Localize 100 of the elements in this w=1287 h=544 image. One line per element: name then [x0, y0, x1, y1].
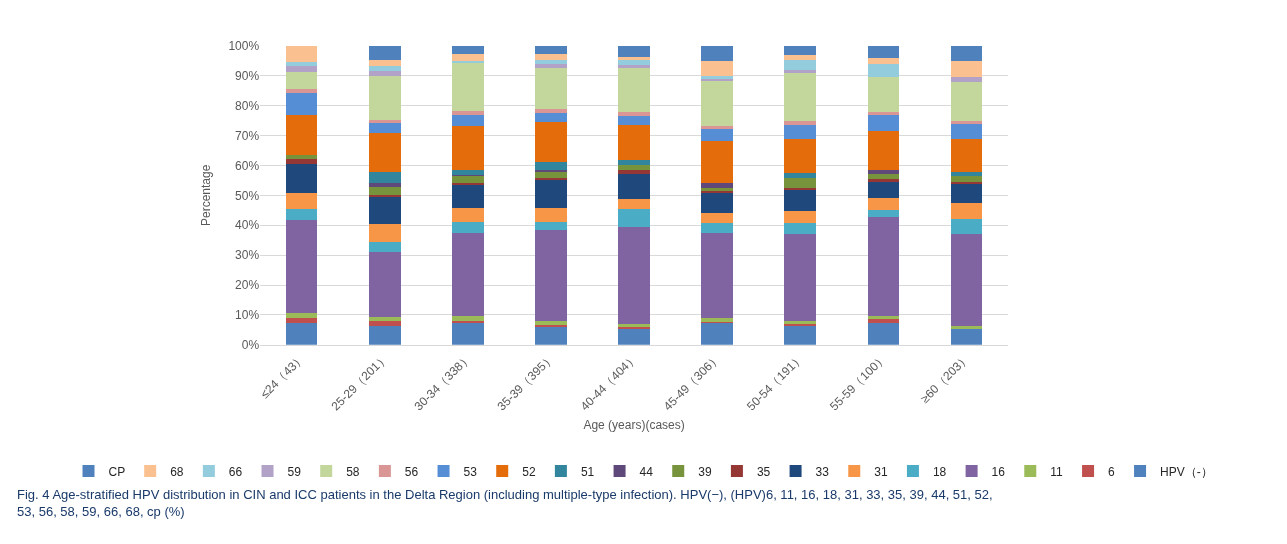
bar	[618, 209, 650, 227]
bar	[950, 176, 983, 183]
bar	[285, 66, 318, 73]
bar	[867, 169, 900, 175]
legend-label: HPV（-）	[1160, 464, 1213, 479]
bar	[701, 182, 733, 188]
bar	[950, 234, 983, 326]
bar	[784, 45, 817, 56]
y-tick-label: 100%	[228, 39, 260, 53]
bar	[784, 121, 817, 126]
bar	[285, 219, 318, 313]
bar	[452, 233, 484, 317]
bar	[950, 139, 983, 172]
bar	[452, 320, 484, 323]
bar	[618, 169, 650, 174]
bar	[535, 162, 567, 171]
legend-label: 16	[991, 464, 1006, 479]
bar	[784, 187, 817, 190]
bar	[452, 184, 484, 209]
bar	[701, 128, 733, 141]
bar	[867, 58, 900, 65]
y-tick-label: 10%	[235, 308, 260, 323]
bar	[368, 183, 401, 187]
bar	[285, 192, 318, 210]
y-tick-label: 60%	[235, 158, 260, 173]
y-tick-label: 90%	[235, 68, 260, 83]
bar	[285, 322, 318, 345]
bar	[368, 120, 401, 123]
bar	[950, 45, 983, 62]
bar	[285, 93, 318, 116]
bar	[452, 45, 484, 54]
bar	[950, 219, 983, 235]
bar	[784, 139, 817, 174]
legend-label: 39	[698, 464, 712, 479]
bar	[950, 61, 983, 78]
y-axis-title: Percentage	[198, 164, 213, 226]
bar	[285, 72, 318, 89]
bar	[867, 174, 900, 179]
bar	[618, 45, 650, 57]
bar	[701, 81, 733, 126]
bar	[701, 213, 733, 223]
bar	[867, 217, 900, 316]
bar	[701, 222, 733, 234]
y-tick-label: 30%	[235, 248, 260, 263]
bar	[701, 322, 733, 345]
legend-label: 33	[815, 464, 830, 479]
bar	[368, 122, 401, 133]
bar	[867, 319, 900, 324]
bar	[701, 125, 733, 129]
legend-label: 59	[287, 464, 302, 479]
bar	[368, 75, 401, 121]
bar	[368, 132, 401, 172]
y-tick-label: 40%	[235, 218, 260, 233]
bar	[452, 63, 484, 112]
bar	[867, 64, 900, 78]
legend-label: 35	[756, 464, 771, 479]
bar	[285, 159, 318, 165]
bar	[285, 317, 318, 323]
bar	[452, 322, 484, 345]
bar	[784, 177, 817, 188]
bar	[535, 68, 567, 109]
bar	[950, 203, 983, 220]
bar	[452, 175, 484, 183]
bar	[701, 45, 733, 62]
bar	[535, 169, 567, 172]
bar	[618, 116, 650, 126]
bar	[701, 61, 733, 76]
bar	[285, 115, 318, 156]
bar	[618, 199, 650, 210]
bar	[368, 242, 401, 253]
bar	[368, 65, 401, 71]
x-tick-label: ≥60（203）	[917, 350, 973, 406]
bar	[535, 122, 567, 163]
legend-label: CP	[108, 464, 126, 479]
legend-label: 68	[170, 464, 184, 479]
bar	[784, 55, 817, 60]
legend-label: 51	[580, 464, 595, 479]
bar	[452, 182, 484, 185]
bar	[452, 208, 484, 222]
bar	[867, 114, 900, 132]
y-tick-label: 50%	[235, 188, 260, 203]
bar	[535, 171, 567, 178]
bar	[368, 171, 401, 184]
bar	[950, 328, 983, 345]
bar	[950, 124, 983, 140]
bar	[368, 317, 401, 322]
bar	[867, 182, 900, 198]
y-tick-label: 70%	[235, 128, 260, 143]
bar	[618, 56, 650, 61]
bar	[950, 183, 983, 204]
legend-label: 58	[346, 464, 360, 479]
bar	[867, 77, 900, 112]
bar	[368, 186, 401, 195]
legend-label: 53	[463, 464, 478, 479]
bar	[368, 252, 401, 318]
bar	[452, 111, 484, 116]
legend-label: 6	[1108, 464, 1116, 479]
legend-label: 52	[522, 464, 536, 479]
bar	[452, 169, 484, 175]
legend-label: 31	[874, 464, 888, 479]
